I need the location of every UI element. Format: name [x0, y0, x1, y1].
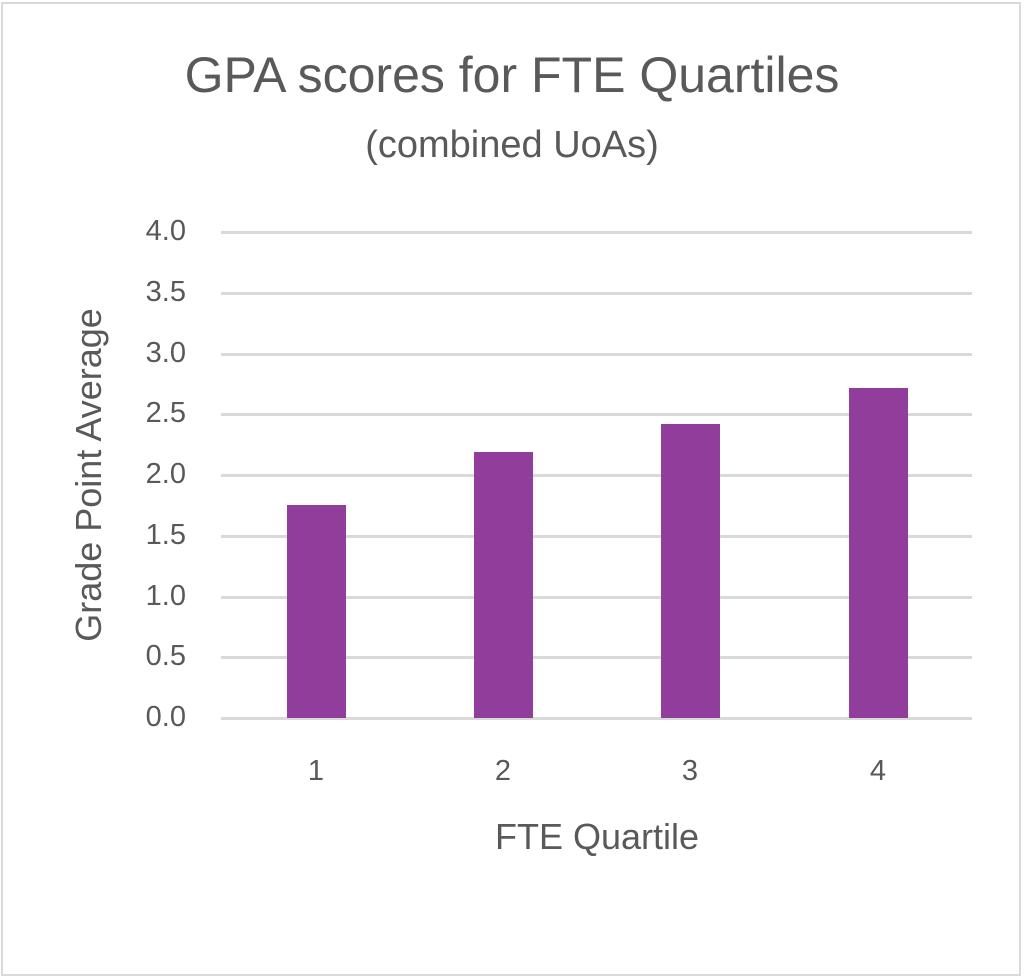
y-tick-label: 0.5	[145, 640, 186, 673]
y-tick-label: 1.5	[145, 518, 186, 551]
y-tick-label: 4.0	[145, 215, 186, 247]
gridline	[221, 534, 972, 538]
gridline	[221, 595, 972, 599]
y-tick-label: 3.0	[145, 336, 186, 369]
x-tick-label: 4	[869, 755, 887, 787]
bar-quartile-3	[661, 423, 720, 718]
y-tick-label: 0.0	[145, 701, 186, 733]
chart-title: GPA scores for FTE Quartiles	[184, 47, 840, 103]
x-axis-label: FTE Quartile	[494, 816, 700, 857]
x-tick-label: 1	[307, 755, 325, 787]
gridline	[221, 291, 972, 295]
gridline	[221, 352, 972, 356]
chart-subtitle: (combined UoAs)	[365, 124, 659, 166]
bar-quartile-1	[287, 505, 346, 718]
y-tick-label: 2.0	[145, 458, 186, 490]
x-tick-label: 3	[681, 755, 699, 787]
y-tick-label: 2.5	[145, 397, 186, 430]
gridline	[221, 656, 972, 660]
y-tick-label: 3.5	[145, 275, 186, 308]
bar-quartile-4	[849, 387, 908, 718]
y-tick-label: 1.0	[145, 579, 186, 612]
bar-quartile-2	[474, 451, 533, 718]
gridline	[221, 413, 972, 417]
gridline	[221, 717, 972, 720]
x-tick-label: 2	[494, 755, 512, 787]
gridline	[221, 231, 972, 234]
gridline	[221, 474, 972, 477]
